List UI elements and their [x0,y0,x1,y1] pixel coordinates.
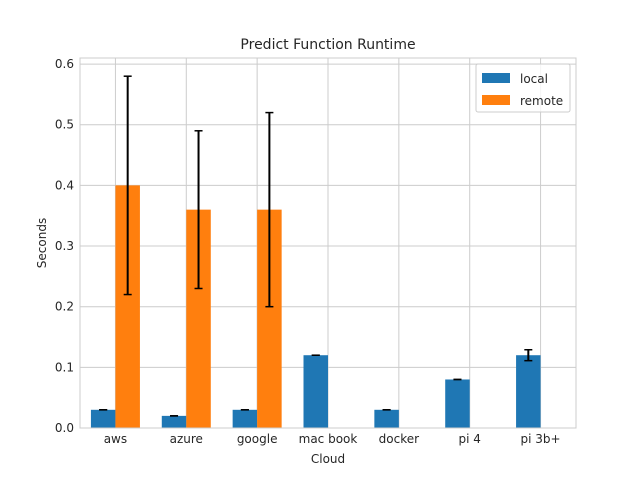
bar-local-aws [90,409,116,428]
y-tick-label: 0.2 [55,300,74,314]
x-tick-label: google [237,432,278,446]
bar-local-google [232,409,258,428]
x-tick-label: docker [379,432,419,446]
y-tick-label: 0.3 [55,239,74,253]
y-tick-label: 0.4 [55,178,74,192]
legend-label-remote: remote [520,94,563,108]
bars [90,185,541,428]
error-bar-remote-google [265,111,274,308]
y-axis-label: Seconds [35,218,49,268]
plot-frame [79,57,577,429]
bar-local-azure [161,415,187,428]
x-axis-label: Cloud [311,452,345,466]
bar-local-pi-4 [445,379,470,428]
x-tick-label: mac book [299,432,358,446]
legend: local remote [475,63,571,113]
legend-swatch-remote [482,95,510,105]
error-bars [99,75,533,417]
chart-title: Predict Function Runtime [240,37,415,53]
bar-local-mac-book [303,355,328,428]
x-tick-label: azure [170,432,203,446]
x-ticks: aws azure google mac book docker pi 4 pi 3b+ [104,432,561,446]
y-tick-label: 0.0 [55,421,74,435]
legend-label-local: local [520,72,548,86]
y-tick-label: 0.5 [55,118,74,132]
x-tick-label: pi 4 [459,432,481,446]
y-tick-label: 0.1 [55,360,74,374]
bar-local-docker [374,409,399,428]
y-tick-label: 0.6 [55,57,74,71]
y-ticks: 0.0 0.1 0.2 0.3 0.4 0.5 0.6 [55,57,74,435]
error-bar-remote-azure [194,130,203,290]
error-bar-local-pi-3b- [524,349,533,362]
x-tick-label: pi 3b+ [521,432,561,446]
x-tick-label: aws [104,432,127,446]
error-bar-remote-aws [123,75,132,296]
legend-swatch-local [482,73,510,83]
bar-local-pi-3b- [516,355,541,428]
